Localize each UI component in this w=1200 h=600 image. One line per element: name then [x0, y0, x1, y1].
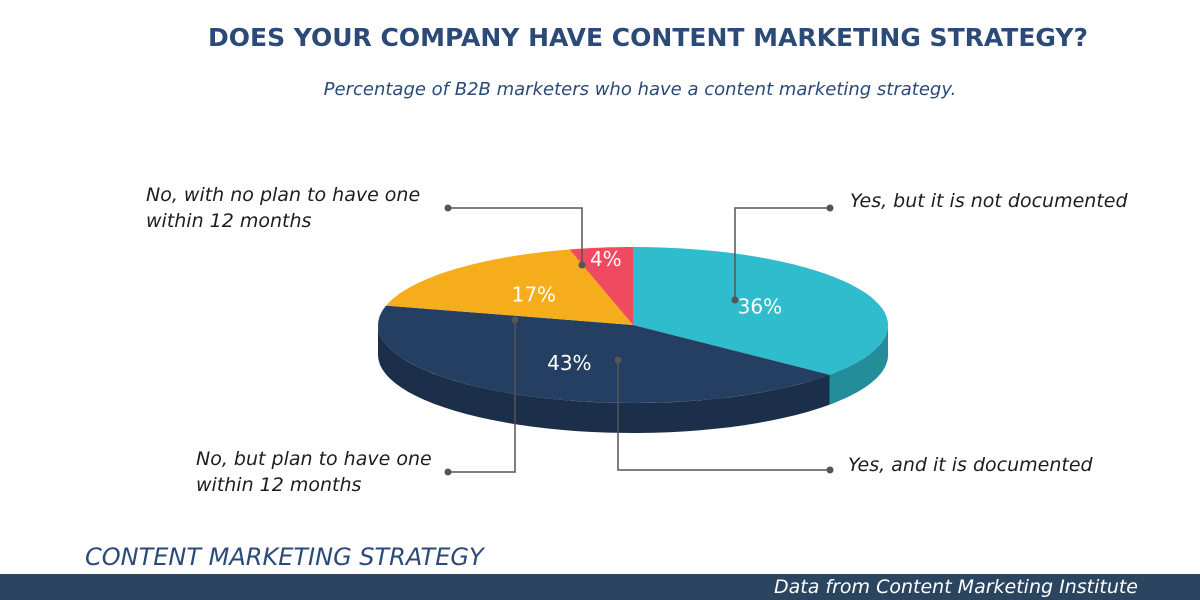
value-label: 17%	[512, 283, 556, 307]
callout-dot	[578, 261, 586, 269]
slice-side	[378, 325, 830, 433]
callout-dot	[444, 204, 452, 212]
slice	[569, 247, 633, 325]
category-label: Yes, but it is not documented	[850, 190, 1128, 212]
callout-line	[734, 207, 830, 300]
slice	[386, 249, 633, 325]
source: Data from Content Marketing Institute	[774, 576, 1138, 598]
callout-dot	[614, 356, 622, 364]
callout-dot	[731, 296, 739, 304]
slice-side	[829, 325, 888, 405]
callout-dot	[511, 316, 519, 324]
pie: 36% 43% 17% 4%	[378, 247, 888, 433]
value-label: 4%	[590, 247, 622, 271]
category-label: No, with no plan to have one within 12 m…	[146, 184, 421, 232]
callout-line	[448, 207, 583, 265]
callout-line	[448, 320, 516, 473]
category-label: No, but plan to have one within 12 month…	[196, 448, 432, 496]
chart-subtitle: Percentage of B2B marketers who have a c…	[324, 79, 957, 100]
chart-title: DOES YOUR COMPANY HAVE CONTENT MARKETING…	[208, 23, 1088, 52]
slice	[633, 247, 888, 375]
slice	[378, 305, 830, 403]
footer-title: CONTENT MARKETING STRATEGY	[85, 543, 486, 571]
category-label: Yes, and it is documented	[848, 454, 1093, 476]
footer-bar	[0, 574, 1200, 600]
callout-dot	[826, 466, 834, 474]
callout-dot	[826, 204, 834, 212]
callout-line	[617, 360, 830, 471]
value-label: 36%	[738, 295, 782, 319]
value-label: 43%	[547, 351, 591, 375]
callout-dot	[444, 468, 452, 476]
